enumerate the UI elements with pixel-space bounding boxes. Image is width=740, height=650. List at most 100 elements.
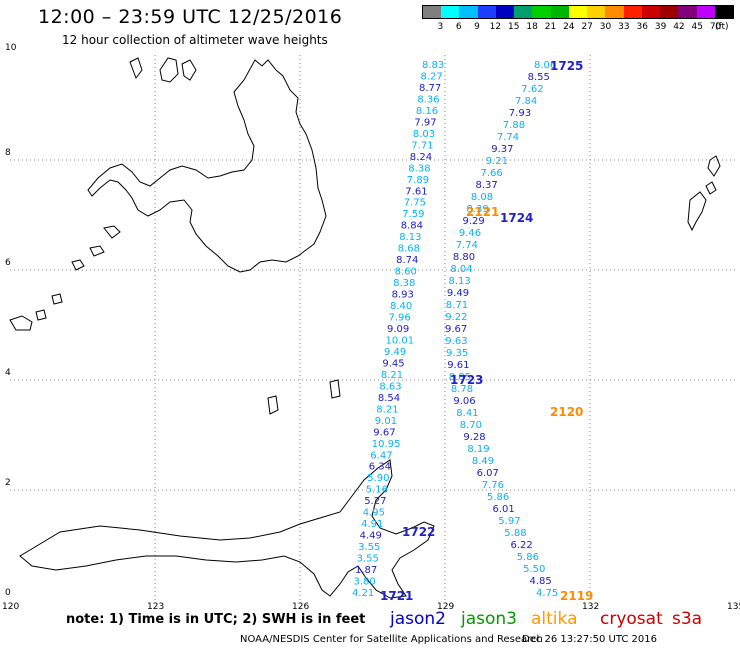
color-scale-swatch bbox=[587, 6, 606, 18]
color-scale-label: 9 bbox=[474, 22, 480, 32]
wave-height-value: 7.84 bbox=[515, 96, 537, 107]
wave-height-value: 8.70 bbox=[460, 420, 482, 431]
color-scale-swatch bbox=[568, 6, 588, 18]
pass-id-label: 1724 bbox=[500, 211, 533, 225]
wave-height-value: 8.60 bbox=[395, 267, 417, 278]
wave-height-value: 9.09 bbox=[387, 324, 409, 335]
color-scale-swatch bbox=[678, 6, 697, 18]
wave-height-value: 9.63 bbox=[445, 336, 467, 347]
x-tick-label: 135 bbox=[727, 602, 740, 612]
wave-height-value: 5.86 bbox=[517, 552, 539, 563]
wave-height-value: 7.93 bbox=[509, 108, 531, 119]
wave-height-value: 8.36 bbox=[417, 94, 439, 105]
wave-height-value: 7.71 bbox=[411, 140, 433, 151]
halmahera-coastline bbox=[687, 191, 707, 232]
wave-height-value: 8.19 bbox=[467, 444, 489, 455]
wave-height-value: 5.88 bbox=[504, 528, 526, 539]
color-scale-swatches bbox=[422, 5, 734, 19]
color-scale-swatch bbox=[459, 6, 478, 18]
color-scale-label: 42 bbox=[673, 22, 685, 32]
wave-height-value: 7.88 bbox=[503, 120, 525, 131]
island-coastline bbox=[51, 293, 63, 305]
island-coastline bbox=[71, 259, 85, 271]
color-scale-label: 45 bbox=[691, 22, 703, 32]
wave-height-value: 8.71 bbox=[446, 300, 468, 311]
wave-height-value: 8.39 bbox=[467, 204, 489, 215]
wave-height-value: 7.61 bbox=[405, 186, 427, 197]
pass-id-label: 1722 bbox=[402, 525, 435, 539]
wave-height-value: 9.29 bbox=[463, 216, 485, 227]
wave-height-value: 6.47 bbox=[370, 450, 392, 461]
wave-height-value: 7.66 bbox=[481, 168, 503, 179]
wave-height-value: 6.34 bbox=[369, 462, 391, 473]
wave-height-value: 6.01 bbox=[493, 504, 515, 515]
color-scale-unit: (ft) bbox=[715, 22, 729, 32]
color-scale-swatch bbox=[714, 6, 733, 18]
wave-height-value: 8.85 bbox=[449, 372, 471, 383]
wave-height-value: 7.97 bbox=[414, 117, 436, 128]
wave-height-value: 8.55 bbox=[528, 72, 550, 83]
wave-height-value: 7.59 bbox=[402, 209, 424, 220]
color-scale-label: 21 bbox=[544, 22, 557, 32]
island-coastline bbox=[329, 379, 341, 399]
wave-height-value: 8.13 bbox=[449, 276, 471, 287]
altimeter-tracks: 8.838.278.778.368.167.978.037.718.248.38… bbox=[352, 60, 558, 599]
color-scale-swatch bbox=[514, 6, 533, 18]
x-tick-label: 129 bbox=[437, 602, 455, 612]
wave-height-value: 10.01 bbox=[386, 336, 415, 347]
wave-height-value: 8.84 bbox=[401, 221, 423, 232]
wave-height-value: 8.63 bbox=[379, 381, 401, 392]
color-scale: 3 6 9 12 15 18 21 24 27 30 33 36 39 42 45 70 (ft) bbox=[422, 5, 734, 35]
color-scale-label: 18 bbox=[526, 22, 538, 32]
color-scale-swatch bbox=[641, 6, 661, 18]
y-tick-label: 2 bbox=[5, 478, 11, 488]
y-tick-label: 4 bbox=[5, 368, 11, 378]
wave-height-value: 9.49 bbox=[447, 288, 469, 299]
pass-id-label: 1723 bbox=[450, 373, 483, 387]
wave-height-value: 10.95 bbox=[372, 439, 401, 450]
wave-height-value: 8.41 bbox=[456, 408, 478, 419]
wave-height-value: 8.49 bbox=[472, 456, 494, 467]
color-scale-label: 6 bbox=[455, 22, 462, 32]
coastlines bbox=[9, 57, 721, 599]
color-scale-label: 30 bbox=[599, 22, 612, 32]
color-scale-swatch bbox=[477, 6, 496, 18]
wave-height-value: 5.90 bbox=[367, 473, 389, 484]
x-tick-label: 132 bbox=[582, 602, 600, 612]
wave-height-value: 7.96 bbox=[389, 313, 411, 324]
legend-item-s3a: s3a bbox=[672, 609, 703, 629]
y-tick-label: 8 bbox=[5, 148, 11, 158]
color-scale-label: 36 bbox=[636, 22, 648, 32]
island-coastline bbox=[159, 57, 179, 83]
wave-height-value: 8.27 bbox=[421, 72, 443, 83]
wave-height-value: 9.61 bbox=[447, 360, 469, 371]
legend-item-cryosat: cryosat bbox=[600, 609, 663, 629]
island-coastline bbox=[35, 309, 47, 321]
color-scale-swatch bbox=[423, 6, 442, 18]
wave-height-value: 5.86 bbox=[487, 492, 509, 503]
wave-height-value: 8.04 bbox=[450, 264, 472, 275]
wave-height-value: 8.83 bbox=[422, 60, 444, 71]
color-scale-label: 3 bbox=[437, 22, 444, 32]
pass-id-label: 2119 bbox=[560, 589, 593, 603]
color-scale-swatch bbox=[696, 6, 715, 18]
island-coastline bbox=[705, 181, 717, 195]
y-tick-label: 6 bbox=[5, 258, 11, 268]
color-scale-labels: 3 6 9 12 15 18 21 24 27 30 33 36 39 42 45 70 bbox=[422, 22, 734, 34]
color-scale-label: 33 bbox=[618, 22, 630, 32]
wave-height-value: 5.97 bbox=[498, 516, 520, 527]
wave-height-value: 5.50 bbox=[523, 564, 545, 575]
wave-height-value: 7.74 bbox=[456, 240, 478, 251]
color-scale-swatch bbox=[660, 6, 679, 18]
wave-height-value: 9.22 bbox=[445, 312, 467, 323]
wave-height-value: 4.21 bbox=[352, 588, 374, 599]
color-scale-label: 12 bbox=[489, 22, 502, 32]
wave-height-value: 9.49 bbox=[384, 347, 406, 358]
wave-height-value: 8.68 bbox=[398, 244, 420, 255]
wave-height-value: 8.78 bbox=[451, 384, 473, 395]
wave-height-value: 9.46 bbox=[459, 228, 481, 239]
generation-timestamp: Dec 26 13:27:50 UTC 2016 bbox=[522, 634, 657, 645]
wave-height-value: 6.22 bbox=[511, 540, 533, 551]
x-tick-label: 120 bbox=[2, 602, 20, 612]
